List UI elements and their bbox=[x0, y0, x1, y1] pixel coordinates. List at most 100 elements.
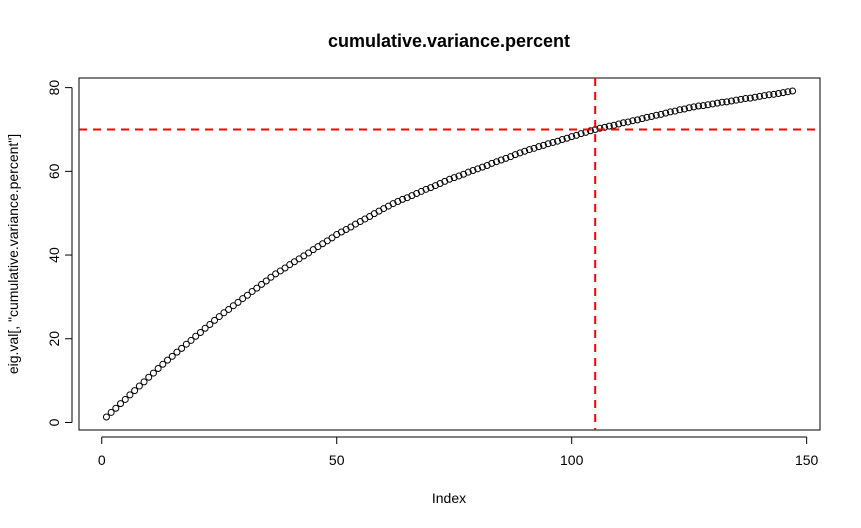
point bbox=[159, 360, 167, 368]
chart-title: cumulative.variance.percent bbox=[328, 31, 570, 51]
point bbox=[563, 134, 571, 142]
point bbox=[643, 113, 651, 121]
point bbox=[723, 98, 731, 106]
point bbox=[196, 328, 204, 336]
point bbox=[281, 264, 289, 272]
point bbox=[662, 109, 670, 117]
point bbox=[121, 395, 129, 403]
point bbox=[478, 163, 486, 171]
point bbox=[657, 110, 665, 118]
x-axis-label: Index bbox=[432, 490, 466, 506]
plot-box bbox=[78, 77, 821, 431]
point bbox=[173, 348, 181, 356]
point bbox=[751, 93, 759, 101]
point bbox=[253, 284, 261, 292]
point bbox=[140, 378, 148, 386]
point bbox=[516, 149, 524, 157]
point bbox=[225, 305, 233, 313]
point bbox=[511, 151, 519, 159]
point bbox=[558, 136, 566, 144]
point bbox=[760, 92, 768, 100]
point bbox=[215, 313, 223, 321]
point bbox=[168, 352, 176, 360]
point bbox=[596, 124, 604, 132]
point bbox=[784, 88, 792, 96]
point bbox=[746, 94, 754, 102]
point bbox=[464, 168, 472, 176]
point bbox=[539, 141, 547, 149]
point bbox=[262, 277, 270, 285]
point bbox=[676, 106, 684, 114]
point bbox=[685, 104, 693, 112]
point bbox=[671, 107, 679, 115]
point bbox=[605, 122, 613, 130]
point bbox=[756, 92, 764, 100]
point bbox=[488, 159, 496, 167]
point bbox=[164, 356, 172, 364]
point bbox=[572, 131, 580, 139]
point bbox=[117, 400, 125, 408]
point bbox=[450, 174, 458, 182]
point bbox=[713, 99, 721, 107]
point bbox=[774, 89, 782, 97]
point bbox=[652, 111, 660, 119]
y-tick-label: 0 bbox=[46, 418, 62, 426]
point bbox=[732, 96, 740, 104]
point bbox=[530, 144, 538, 152]
point bbox=[770, 90, 778, 98]
point bbox=[619, 119, 627, 127]
point bbox=[497, 156, 505, 164]
point bbox=[102, 413, 110, 421]
point bbox=[126, 391, 134, 399]
point bbox=[502, 154, 510, 162]
point bbox=[192, 332, 200, 340]
point bbox=[399, 195, 407, 203]
x-tick-label: 0 bbox=[98, 452, 106, 468]
point bbox=[154, 364, 162, 372]
point bbox=[727, 97, 735, 105]
point bbox=[239, 295, 247, 303]
point bbox=[779, 89, 787, 97]
point bbox=[248, 287, 256, 295]
point bbox=[704, 101, 712, 109]
point bbox=[737, 95, 745, 103]
point bbox=[577, 130, 585, 138]
y-tick-label: 40 bbox=[46, 247, 62, 263]
point bbox=[107, 408, 115, 416]
point bbox=[149, 369, 157, 377]
point bbox=[568, 133, 576, 141]
point bbox=[178, 344, 186, 352]
point bbox=[554, 137, 562, 145]
point bbox=[535, 143, 543, 151]
point bbox=[422, 185, 430, 193]
point bbox=[610, 121, 618, 129]
point bbox=[474, 165, 482, 173]
point bbox=[648, 113, 656, 121]
point bbox=[187, 336, 195, 344]
x-tick-label: 50 bbox=[329, 452, 345, 468]
point bbox=[549, 138, 557, 146]
point bbox=[211, 316, 219, 324]
y-tick-label: 20 bbox=[46, 331, 62, 347]
x-tick-label: 100 bbox=[560, 452, 584, 468]
point bbox=[201, 324, 209, 332]
point bbox=[638, 115, 646, 123]
point bbox=[206, 321, 214, 329]
point bbox=[680, 105, 688, 113]
point bbox=[525, 146, 533, 154]
point bbox=[699, 102, 707, 110]
point bbox=[455, 172, 463, 180]
point bbox=[305, 249, 313, 257]
point bbox=[690, 103, 698, 111]
point bbox=[695, 102, 703, 110]
y-axis-label: eig.val[, "cumulative.variance.percent"] bbox=[5, 134, 21, 374]
point bbox=[544, 140, 552, 148]
point bbox=[229, 302, 237, 310]
y-tick-label: 60 bbox=[46, 163, 62, 179]
point bbox=[633, 116, 641, 124]
point bbox=[446, 175, 453, 183]
x-tick-label: 150 bbox=[795, 452, 819, 468]
point bbox=[267, 273, 275, 281]
point bbox=[624, 118, 632, 126]
